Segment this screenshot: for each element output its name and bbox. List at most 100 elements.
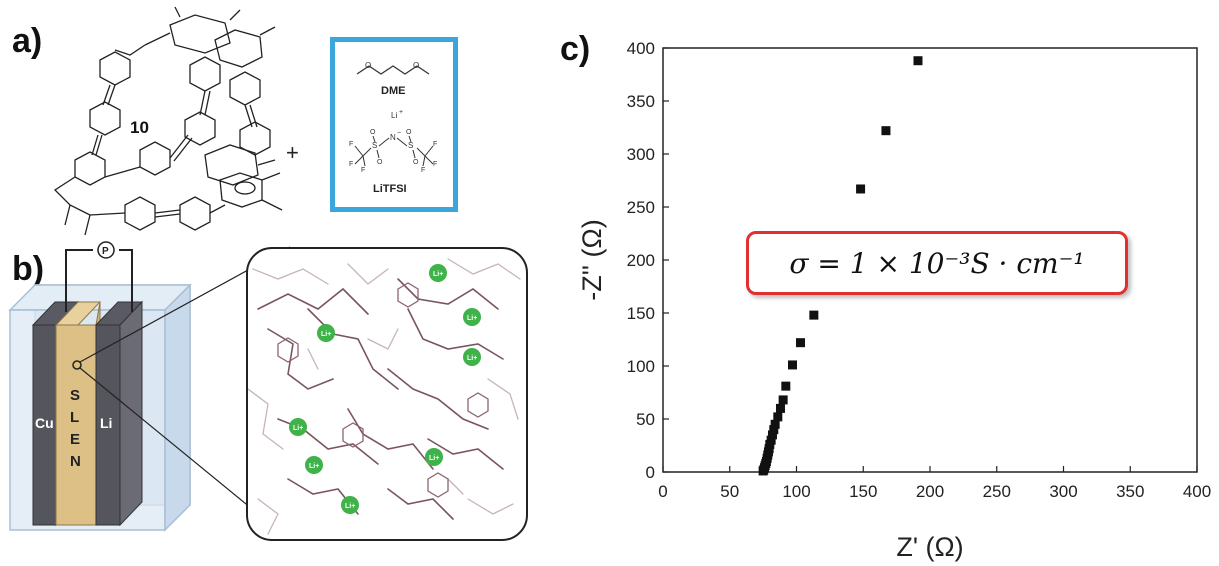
- data-point: [767, 430, 777, 440]
- y-tick-label: 100: [627, 357, 655, 376]
- y-tick-label: 300: [627, 145, 655, 164]
- lithium-ion: Li+: [341, 496, 359, 514]
- slen-letter-s: S: [70, 387, 80, 404]
- y-tick-label: 0: [646, 463, 655, 482]
- litfsi-o-1: O: [370, 129, 376, 136]
- data-point: [773, 412, 783, 422]
- x-tick-label: 300: [1049, 482, 1077, 501]
- litfsi-o-2: O: [377, 159, 383, 166]
- litfsi-f-3: F: [361, 167, 365, 174]
- lithium-ion-circle: [429, 264, 447, 282]
- litfsi-f-4: F: [433, 141, 437, 148]
- conductivity-formula: σ = 1 × 10⁻³S · cm⁻¹: [789, 246, 1085, 280]
- slen-letter-l: L: [70, 409, 79, 426]
- x-tick-label: 400: [1183, 482, 1211, 501]
- litfsi-n-charge: −: [397, 130, 401, 137]
- y-tick-label: 150: [627, 304, 655, 323]
- plus-sign: +: [286, 140, 299, 165]
- data-point: [770, 419, 780, 429]
- lithium-ion-circle: [425, 448, 443, 466]
- data-point: [881, 126, 891, 136]
- lithium-ion: Li+: [317, 324, 335, 342]
- x-axis-label: Z' (Ω): [896, 532, 963, 562]
- data-point: [778, 395, 788, 405]
- y-tick-label: 350: [627, 92, 655, 111]
- panel-c-label: c): [560, 30, 591, 68]
- lithium-ion-circle: [305, 456, 323, 474]
- lithium-ion-label: Li+: [429, 455, 439, 462]
- data-point: [769, 425, 779, 435]
- conductivity-formula-box: σ = 1 × 10⁻³S · cm⁻¹: [746, 231, 1128, 295]
- data-point: [809, 310, 819, 320]
- lithium-ion: Li+: [429, 264, 447, 282]
- slen-letter-n: N: [70, 453, 81, 470]
- litfsi-s-left: S: [372, 141, 377, 150]
- litfsi-f-2: F: [349, 161, 353, 168]
- litfsi-n: N: [390, 133, 396, 142]
- lithium-ion-circle: [341, 496, 359, 514]
- meter-label: P: [102, 246, 109, 257]
- dme-label: DME: [381, 85, 405, 97]
- data-point: [775, 403, 785, 413]
- litfsi-li: Li: [391, 111, 397, 120]
- lithium-ion-label: Li+: [293, 425, 303, 432]
- cell-box-right: [164, 283, 191, 532]
- lithium-ion-label: Li+: [309, 463, 319, 470]
- slen-letter-e: E: [70, 431, 80, 448]
- panel-a-label: a): [12, 22, 43, 60]
- x-tick-label: 150: [849, 482, 877, 501]
- lithium-ion: Li+: [463, 308, 481, 326]
- x-tick-label: 50: [720, 482, 739, 501]
- lithium-ion-circle: [463, 348, 481, 366]
- y-tick-label: 50: [636, 410, 655, 429]
- data-point: [796, 338, 806, 348]
- lithium-ion: Li+: [425, 448, 443, 466]
- lithium-ion: Li+: [305, 456, 323, 474]
- y-axis-label: -Z'' (Ω): [579, 219, 607, 300]
- macrocycle-structure: 10: [53, 6, 283, 236]
- litfsi-f-1: F: [349, 141, 353, 148]
- lithium-ion: Li+: [463, 348, 481, 366]
- litfsi-o-4: O: [413, 159, 419, 166]
- lithium-ion-circle: [289, 418, 307, 436]
- lithium-ion: Li+: [289, 418, 307, 436]
- y-tick-label: 200: [627, 251, 655, 270]
- x-tick-label: 250: [983, 482, 1011, 501]
- y-tick-label: 250: [627, 198, 655, 217]
- lithium-ion-label: Li+: [467, 315, 477, 322]
- litfsi-s-right: S: [408, 141, 413, 150]
- panel-b-label: b): [12, 250, 45, 288]
- lithium-ion-circle: [463, 308, 481, 326]
- lithium-ion-label: Li+: [345, 503, 355, 510]
- x-tick-label: 350: [1116, 482, 1144, 501]
- x-tick-label: 0: [658, 482, 667, 501]
- li-electrode-label: Li: [100, 415, 112, 431]
- dme-oxygen-2: O: [413, 61, 419, 70]
- lithium-ion-layer: Li+ Li+ Li+ Li+ Li+ Li+ Li+ Li+: [289, 264, 481, 514]
- compound-number: 10: [130, 118, 149, 137]
- x-tick-label: 100: [782, 482, 810, 501]
- lithium-ion-label: Li+: [467, 355, 477, 362]
- data-point: [781, 381, 791, 391]
- data-point: [913, 56, 923, 66]
- dme-oxygen-1: O: [365, 61, 371, 70]
- data-point: [766, 435, 776, 445]
- eis-nyquist-chart: 0 50 100 150 200 250 300 350 400 0 50 100 150 200 250 3…: [579, 39, 1211, 562]
- crystal-packing-inset: Li+ Li+ Li+ Li+ Li+ Li+ Li+ Li+: [246, 247, 528, 541]
- cu-label: Cu: [35, 415, 54, 431]
- litfsi-label: LiTFSI: [373, 183, 407, 195]
- litfsi-f-6: F: [421, 167, 425, 174]
- litfsi-li-charge: +: [399, 109, 403, 116]
- li-electrode-side: [119, 300, 143, 527]
- x-tick-label: 200: [916, 482, 944, 501]
- lithium-ion-circle: [317, 324, 335, 342]
- data-point: [787, 360, 797, 370]
- zoom-focus-circle: [72, 360, 82, 370]
- reagent-box: O O DME Li + N − S S O O O O F F F F F F: [330, 37, 458, 212]
- battery-cell-diagram: P Cu Li S L E N: [8, 241, 192, 532]
- y-tick-label: 400: [627, 39, 655, 58]
- reagent-structures: O O DME Li + N − S S O O O O F F F F F F: [349, 61, 437, 195]
- lithium-ion-label: Li+: [321, 331, 331, 338]
- litfsi-o-3: O: [406, 129, 412, 136]
